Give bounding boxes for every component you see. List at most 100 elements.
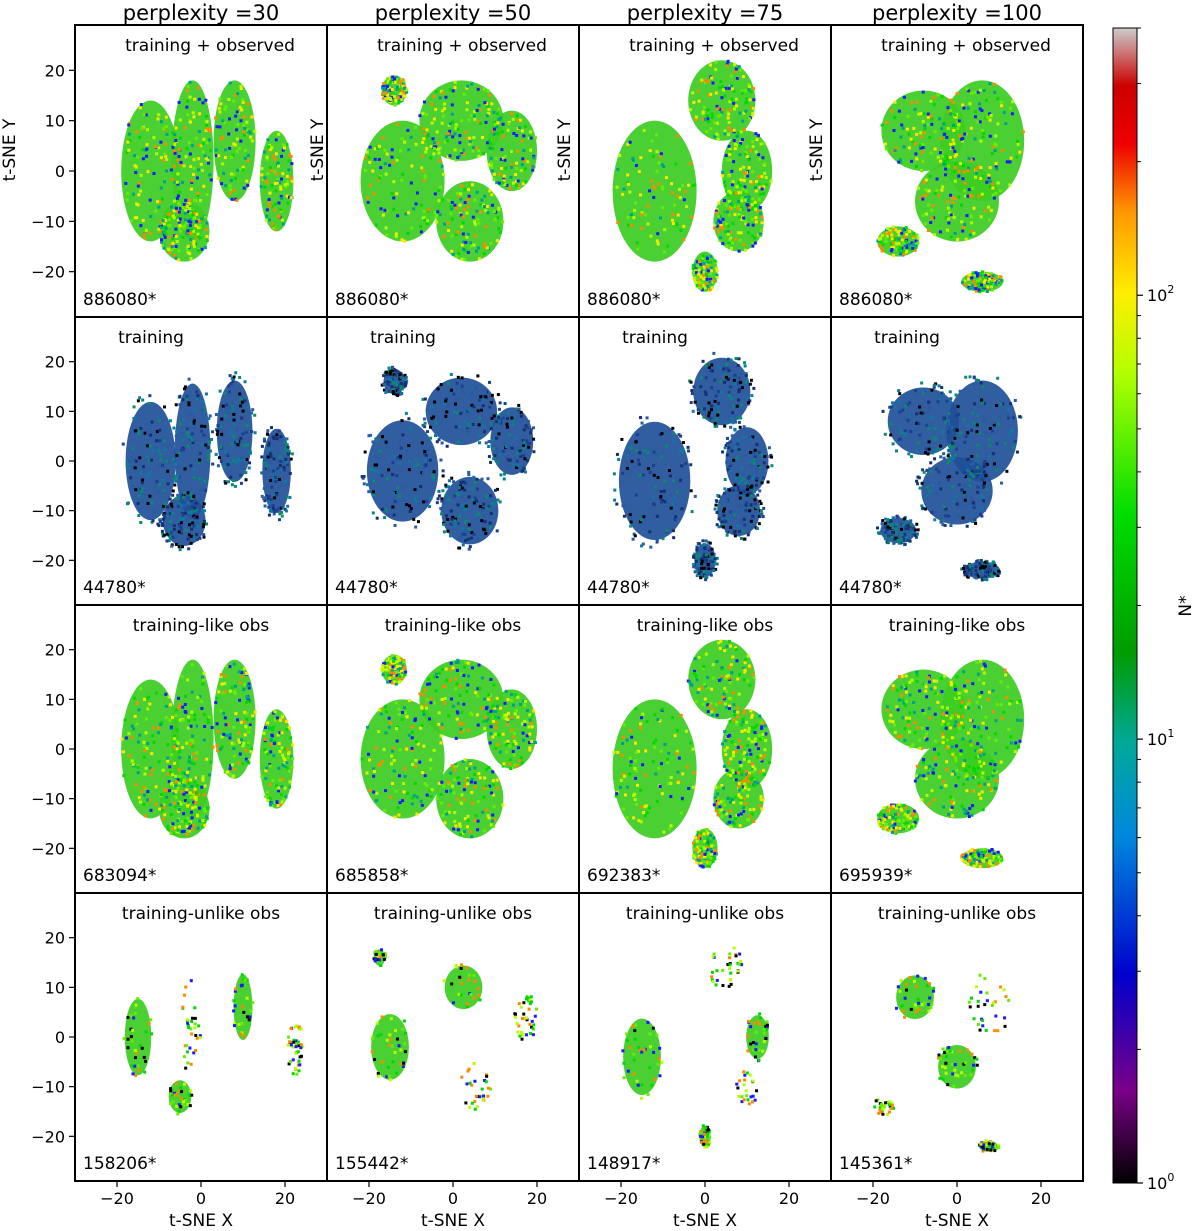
density-map xyxy=(876,375,1023,582)
panel-training-p3: training 44780* xyxy=(578,316,832,606)
sample-count: 695939* xyxy=(839,866,912,886)
x-tick-label: −20 xyxy=(352,1189,386,1208)
y-tick-label: 20 xyxy=(45,61,65,80)
panel-title: training xyxy=(370,328,436,348)
sample-count: 886080* xyxy=(83,290,156,310)
sample-count: 145361* xyxy=(839,1154,912,1174)
panel-title: training + observed xyxy=(881,36,1051,56)
density-map xyxy=(121,80,294,262)
panel-training-p1: training 44780* xyxy=(74,316,328,606)
panel-training-like-p1: training-like obs 683094* xyxy=(74,604,328,894)
panel-title: training xyxy=(118,328,184,348)
x-tick-label: 20 xyxy=(779,1189,799,1208)
sample-count: 148917* xyxy=(587,1154,660,1174)
y-tick-label: 10 xyxy=(45,978,65,997)
density-map xyxy=(120,659,295,839)
panel-training-like-p2: training-like obs 685858* xyxy=(326,604,580,894)
panel-training-unlike-p3: training-unlike obs 148917* xyxy=(578,892,832,1182)
y-tick-label: 10 xyxy=(45,402,65,421)
y-tick-label: 0 xyxy=(55,740,65,759)
density-map xyxy=(876,80,1025,294)
y-tick-label: −10 xyxy=(31,212,65,231)
y-tick-label: 10 xyxy=(45,112,65,131)
panel-title: training xyxy=(622,328,688,348)
panel-title: training + observed xyxy=(377,36,547,56)
colorbar: 100 101 102 N* xyxy=(1112,27,1196,1193)
x-tick-label: −20 xyxy=(856,1189,890,1208)
density-map xyxy=(121,371,294,552)
panel-title: training-like obs xyxy=(133,616,270,636)
x-tick-label: 20 xyxy=(1031,1189,1051,1208)
y-axis-label: t-SNE Y xyxy=(0,118,20,181)
density-map xyxy=(621,946,769,1149)
x-tick-label: −20 xyxy=(604,1189,638,1208)
density-map xyxy=(360,365,536,551)
density-map xyxy=(873,973,1011,1153)
density-map xyxy=(122,973,305,1116)
sample-count: 683094* xyxy=(83,866,156,886)
colorbar-gradient xyxy=(1112,27,1138,1184)
column-title-1: perplexity =30 xyxy=(123,1,280,25)
panel-train-obs-p1: training + observed 886080* xyxy=(74,24,328,318)
x-tick-label: 20 xyxy=(275,1189,295,1208)
colorbar-tick-label: 100 xyxy=(1147,1171,1174,1193)
panel-title: training-unlike obs xyxy=(122,904,280,924)
sample-count: 44780* xyxy=(335,578,398,598)
panel-training-p4: training 44780* xyxy=(830,316,1084,606)
panel-training-unlike-p4: training-unlike obs 145361* xyxy=(830,892,1084,1182)
x-tick-label: 20 xyxy=(527,1189,547,1208)
x-axis-label: t-SNE X xyxy=(169,1211,233,1231)
x-tick-label: 0 xyxy=(700,1189,710,1208)
density-map xyxy=(360,654,537,839)
panel-training-unlike-p2: training-unlike obs 155442* xyxy=(326,892,580,1182)
y-tick-label: −20 xyxy=(31,551,65,570)
x-tick-label: −20 xyxy=(100,1189,134,1208)
y-tick-label: −20 xyxy=(31,1127,65,1146)
y-axis-label: t-SNE Y xyxy=(308,118,328,181)
panel-title: training xyxy=(874,328,940,348)
panel-title: training-unlike obs xyxy=(626,904,784,924)
panel-frame xyxy=(326,316,580,606)
y-tick-label: 20 xyxy=(45,929,65,948)
y-axes: 20 10 0 −10 −20 20 10 0 −10 −20 20 10 0 −10 −20 20 10 0 −1… xyxy=(0,61,827,1146)
y-tick-label: 20 xyxy=(45,641,65,660)
panel-title: training-unlike obs xyxy=(878,904,1036,924)
panel-title: training-unlike obs xyxy=(374,904,532,924)
panel-title: training-like obs xyxy=(889,616,1026,636)
column-title-3: perplexity =75 xyxy=(627,1,784,25)
density-map xyxy=(877,659,1025,869)
sample-count: 44780* xyxy=(587,578,650,598)
density-map xyxy=(360,75,538,262)
sample-count: 685858* xyxy=(335,866,408,886)
y-axis-label: t-SNE Y xyxy=(807,118,827,181)
sample-count: 155442* xyxy=(335,1154,408,1174)
y-tick-label: −20 xyxy=(31,263,65,282)
x-axis-label: t-SNE X xyxy=(673,1211,737,1231)
panel-frame xyxy=(830,892,1084,1182)
sample-count: 44780* xyxy=(83,578,146,598)
y-tick-label: 0 xyxy=(55,452,65,471)
panel-title: training-like obs xyxy=(385,616,522,636)
sample-count: 886080* xyxy=(335,290,408,310)
panel-train-obs-p3: training + observed 886080* xyxy=(578,24,832,318)
y-tick-label: −10 xyxy=(31,1078,65,1097)
sample-count: 886080* xyxy=(587,290,660,310)
x-tick-label: 0 xyxy=(196,1189,206,1208)
column-title-4: perplexity =100 xyxy=(872,1,1042,25)
sample-count: 692383* xyxy=(587,866,660,886)
panel-title: training-like obs xyxy=(637,616,774,636)
panel-frame xyxy=(326,892,580,1182)
y-tick-label: 10 xyxy=(45,690,65,709)
column-titles: perplexity =30 perplexity =50 perplexity =… xyxy=(123,1,1042,25)
colorbar-ticks: 100 101 102 xyxy=(1137,27,1174,1193)
panel-training-unlike-p1: training-unlike obs 158206* xyxy=(74,892,328,1182)
y-tick-label: 0 xyxy=(55,162,65,181)
y-tick-label: 0 xyxy=(55,1028,65,1047)
density-map xyxy=(370,948,539,1111)
density-map xyxy=(612,351,774,582)
sample-count: 886080* xyxy=(839,290,912,310)
y-axis-label: t-SNE Y xyxy=(555,118,575,181)
colorbar-label: N* xyxy=(1176,595,1196,616)
density-map xyxy=(612,639,773,869)
